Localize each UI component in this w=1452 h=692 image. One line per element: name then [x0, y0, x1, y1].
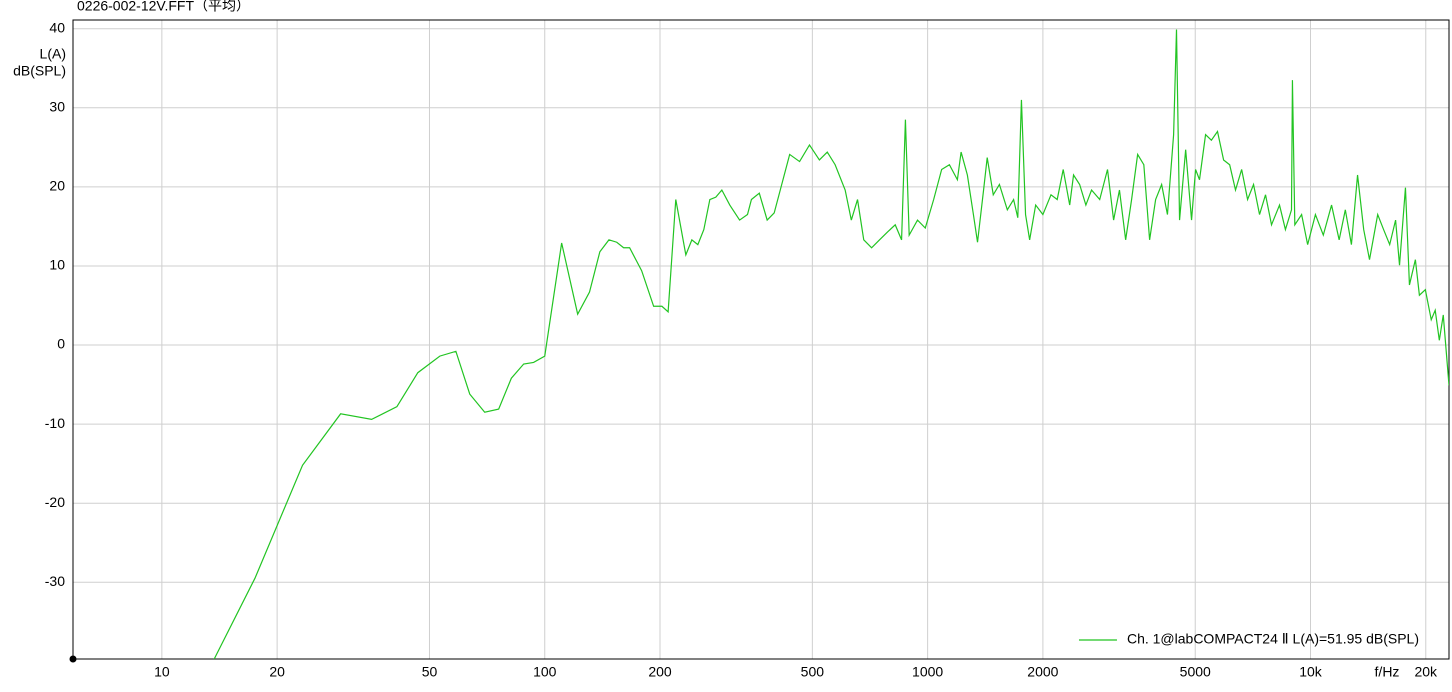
x-tick-label: 10k: [1299, 664, 1323, 680]
x-tick-label: 200: [648, 664, 672, 680]
x-tick-label: 1000: [912, 664, 943, 680]
y-tick-label: 40: [49, 19, 65, 35]
origin-dot: [69, 655, 77, 663]
x-axis-label: f/Hz: [1375, 664, 1400, 680]
x-tick-label: 10: [154, 664, 170, 680]
x-tick-label: 5000: [1180, 664, 1211, 680]
chart-title: 0226-002-12V.FFT（平均）: [77, 0, 250, 14]
plot-frame: [72, 19, 1450, 660]
x-tick-label: 20k: [1414, 664, 1438, 680]
x-tick-label: 50: [422, 664, 438, 680]
y-axis-label: L(A): [40, 46, 66, 62]
y-tick-label: -10: [45, 415, 65, 431]
x-tick-label: 500: [801, 664, 825, 680]
y-tick-label: 0: [57, 336, 65, 352]
y-tick-label: -30: [45, 573, 65, 589]
y-tick-label: 30: [49, 98, 65, 114]
legend-label: Ch. 1@labCOMPACT24 Ⅱ L(A)=51.95 dB(SPL): [1127, 631, 1419, 647]
x-tick-label: 2000: [1027, 664, 1058, 680]
y-tick-label: 20: [49, 178, 65, 194]
x-tick-label: 20: [269, 664, 285, 680]
x-tick-label: 100: [533, 664, 557, 680]
data-line: [213, 29, 1449, 659]
y-tick-label: 10: [49, 257, 65, 273]
y-tick-label: -20: [45, 494, 65, 510]
y-axis-label: dB(SPL): [13, 63, 66, 79]
